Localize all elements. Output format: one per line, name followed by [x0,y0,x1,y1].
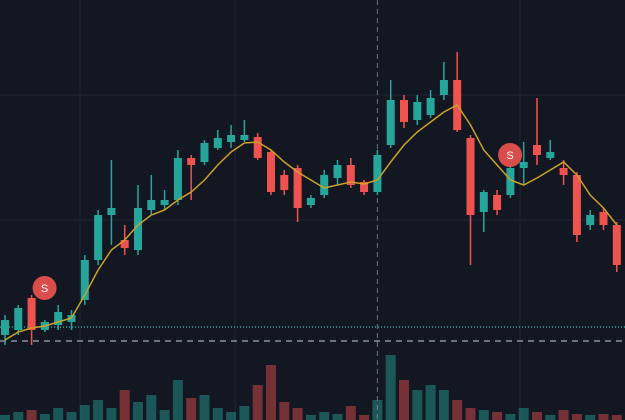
volume-bar [199,395,210,420]
candle-body [599,212,608,225]
volume-bar [359,415,370,420]
volume-bar [505,414,516,420]
volume-bar [319,412,330,420]
candle-body [293,168,302,208]
candle-body [280,175,289,190]
volume-bar [438,390,449,420]
candle-body [173,158,182,200]
volume-bar [465,408,476,420]
volume-bar [532,412,542,420]
candle-body [27,298,36,330]
candle-body [586,215,595,225]
volume-bar [252,385,263,420]
volume-bar [399,380,409,420]
volume-bar [133,402,143,420]
candle-body [1,320,9,335]
candle-body [612,225,621,265]
volume-bar [0,415,10,420]
candle-body [493,195,502,210]
candle-body [240,135,249,140]
signal-marker [32,276,57,300]
volume-bar [292,408,303,420]
candle-body [559,168,568,175]
volume-bar [478,410,489,420]
volume-bar [452,400,463,420]
candle-body [320,175,329,195]
candle-body [413,102,422,120]
candle-body [147,200,156,210]
candle-body [346,165,355,185]
volume-bar [279,402,290,420]
volume-bar [611,415,622,420]
candle-body [360,182,369,192]
candle-body [333,165,342,178]
candle-body [506,168,515,195]
candle-body [253,137,262,158]
volume-bar [545,415,556,420]
candle-body [439,80,448,95]
volume-bar [332,414,343,420]
volume-bar [305,415,316,420]
volume-bar [159,410,170,420]
candle-body [200,143,209,162]
volume-bar [598,414,609,420]
candle-body [80,260,89,300]
candle-body [306,198,315,205]
candle-body [14,308,23,330]
volume-bar [66,412,77,420]
volume-bar [39,414,50,420]
volume-bar [172,380,183,420]
candle-body [466,138,475,215]
candle-body [533,145,541,155]
volume-bar [425,385,436,420]
volume-bar [146,395,157,420]
candle-body [160,200,169,205]
volume-bar [119,390,130,420]
candle-body [94,215,103,260]
candle-body [120,240,129,248]
volume-bar [79,405,90,420]
candle-body [386,100,395,145]
volume-bar [239,406,250,420]
signal-label: S [506,150,513,162]
candle-body [373,155,382,192]
candle-body [426,98,435,115]
volume-bar [93,400,104,420]
volume-bar [492,412,503,420]
candle-body [134,208,142,250]
volume-bar [53,408,64,420]
volume-bar [385,355,396,420]
volume-bar [212,408,223,420]
volume-bar [13,412,24,420]
volume-bar [106,408,117,420]
candle-body [400,100,408,122]
volume-bar [518,408,529,420]
candle-body [107,208,116,215]
candle-body [479,192,488,212]
volume-bar [26,410,37,420]
signal-label: S [41,283,48,295]
candle-body [267,152,275,192]
candle-body [519,162,528,168]
candle-body [572,175,581,235]
candle-body [54,312,63,325]
volume-bar [226,412,237,420]
candle-body [227,135,236,142]
candle-body [187,158,196,165]
candle-body [546,152,555,158]
volume-bar [345,406,356,420]
volume-bar [558,410,569,420]
volume-bar [186,398,197,420]
moving-average [4,104,618,341]
volume-bar [585,415,596,420]
volume-bar [412,390,423,420]
candle-body [213,138,222,148]
volume-bar [571,414,582,420]
volume-bar [266,365,276,420]
signal-marker [498,143,523,167]
